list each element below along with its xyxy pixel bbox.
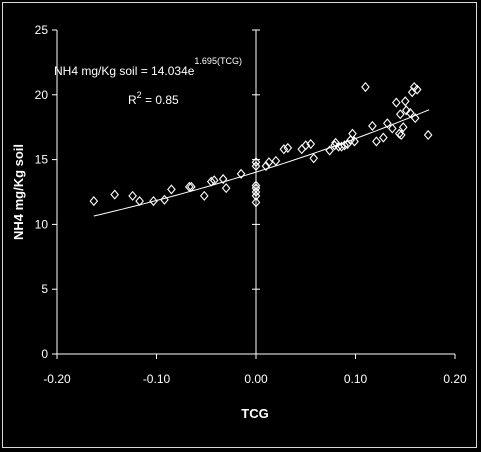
data-point: [149, 196, 158, 207]
data-point: [89, 196, 99, 207]
data-point: [325, 145, 334, 156]
data-point: [423, 129, 433, 141]
data-point: [167, 184, 176, 195]
r-squared-r: R: [128, 93, 137, 107]
y-axis-title: NH4 mg/Kg soil: [11, 144, 26, 240]
data-point: [283, 142, 293, 153]
data-point: [379, 132, 388, 143]
data-point: [348, 128, 357, 139]
data-point: [340, 140, 349, 151]
x-axis-title: TCG: [241, 406, 268, 421]
data-point: [394, 128, 404, 139]
data-point: [372, 136, 381, 147]
data-point: [135, 196, 144, 207]
x-tick-label: -0.10: [143, 372, 171, 386]
data-point: [343, 139, 352, 150]
data-point: [400, 96, 410, 107]
data-point: [297, 144, 307, 155]
data-points: [89, 81, 433, 208]
data-point: [395, 109, 405, 120]
data-point: [128, 190, 137, 201]
data-point: [309, 153, 319, 164]
r-squared-value: = 0.85: [142, 93, 179, 107]
data-point: [301, 140, 311, 151]
data-point: [251, 186, 261, 198]
trendline-equation: NH4 mg/Kg soil = 14.034e1.695(TCG): [54, 56, 242, 78]
x-tick-label: -0.20: [43, 372, 71, 386]
r-squared-sup: 2: [137, 90, 142, 100]
data-point: [401, 105, 411, 116]
data-point: [110, 189, 120, 200]
chart-frame: [2, 2, 477, 448]
x-tick-label: 0.00: [244, 372, 268, 386]
data-point: [185, 181, 194, 192]
data-point: [405, 107, 415, 118]
data-point: [337, 141, 346, 152]
y-tick-label: 10: [35, 217, 49, 231]
equation-base: NH4 mg/Kg soil = 14.034e: [54, 64, 195, 78]
r-squared-label: R2 = 0.85: [128, 90, 179, 107]
data-point: [251, 180, 261, 191]
data-point: [398, 122, 408, 133]
data-point: [236, 168, 246, 179]
tick-labels: 0 5 10 15 20 25 -0.20 -0.10 0.00 0.10 0.20: [35, 23, 467, 386]
data-point: [350, 136, 359, 147]
data-point: [251, 157, 261, 168]
trendline-group: [93, 109, 430, 217]
y-tick-label: 20: [35, 88, 49, 102]
data-point: [361, 81, 370, 93]
x-tick-label: 0.20: [443, 372, 467, 386]
equation-exponent: 1.695(TCG): [194, 56, 242, 66]
data-point: [391, 97, 401, 108]
data-point: [199, 190, 209, 201]
data-point: [383, 118, 392, 129]
data-point: [251, 161, 261, 172]
data-point: [412, 84, 422, 95]
data-point: [387, 123, 397, 134]
data-point: [410, 113, 420, 124]
data-point: [218, 173, 228, 185]
data-point: [368, 120, 377, 131]
data-point: [264, 157, 274, 168]
data-point: [396, 129, 406, 141]
x-tick-label: 0.10: [344, 372, 368, 386]
data-point: [187, 181, 196, 192]
trendline: [93, 109, 430, 217]
data-point: [221, 183, 231, 194]
data-point: [306, 139, 316, 150]
data-point: [206, 176, 216, 187]
y-tick-label: 0: [41, 347, 48, 361]
y-tick-label: 15: [35, 153, 49, 167]
data-point: [251, 197, 261, 208]
data-point: [160, 194, 169, 205]
data-point: [279, 144, 289, 155]
y-tick-label: 25: [35, 23, 49, 37]
y-tick-label: 5: [41, 282, 48, 296]
data-point: [261, 161, 271, 172]
data-point: [209, 175, 219, 186]
data-point: [271, 155, 281, 166]
data-point: [251, 190, 261, 201]
